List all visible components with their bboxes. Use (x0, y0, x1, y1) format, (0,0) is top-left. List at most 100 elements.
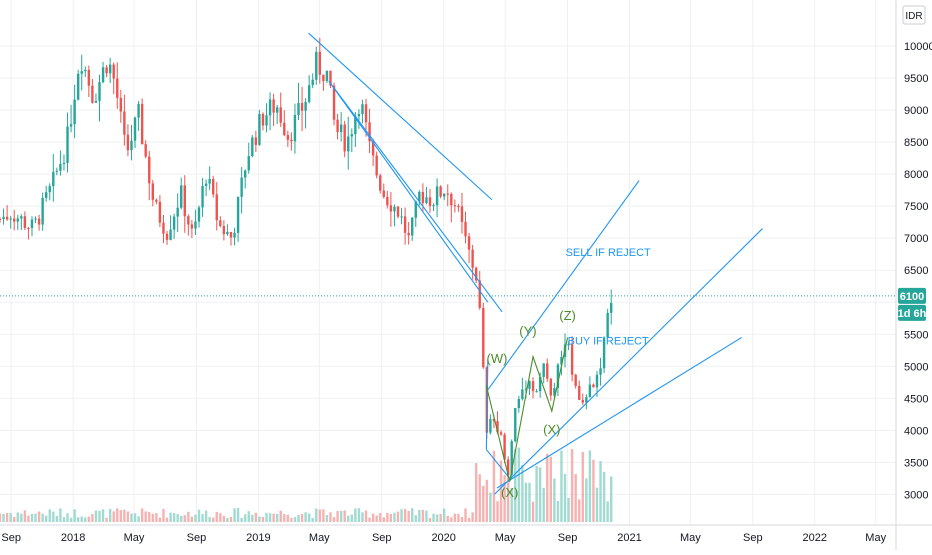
volume-bar (467, 517, 471, 522)
volume-bar (52, 511, 55, 522)
candle-body (307, 85, 311, 102)
volume-bar (240, 517, 243, 522)
x-tick-label: 2020 (431, 532, 455, 544)
volume-bar (37, 511, 41, 522)
volume-bar (368, 517, 371, 522)
candle-body (208, 178, 211, 184)
volume-bar (290, 517, 293, 522)
volume-bar (563, 473, 567, 522)
volume-bar (425, 510, 428, 522)
volume-bar (347, 515, 350, 522)
candle-body (293, 114, 297, 142)
candle-body (553, 388, 556, 396)
candle-body (602, 337, 606, 369)
candle-body (371, 141, 375, 156)
candle-body (226, 231, 229, 235)
wave-path (485, 337, 569, 482)
volume-bars (0, 447, 613, 522)
candle-body (41, 197, 44, 225)
candle-body (91, 85, 94, 103)
volume-bar (91, 513, 94, 522)
candle-body (339, 124, 343, 133)
candle-body (556, 364, 560, 389)
volume-bar (414, 515, 417, 522)
volume-bar (553, 478, 556, 522)
volume-bar (62, 517, 66, 522)
volume-bar (361, 512, 364, 522)
candle-body (243, 170, 247, 178)
candle-body (44, 192, 48, 198)
candle-body (9, 218, 12, 220)
volume-bar (0, 513, 2, 522)
candle-body (332, 85, 336, 120)
volume-bar (119, 510, 123, 522)
volume-bar (226, 517, 229, 522)
candle-body (386, 196, 389, 206)
candle-body (215, 194, 218, 221)
volume-bar (94, 510, 98, 522)
candle-body (94, 100, 98, 103)
candle-body (112, 64, 115, 79)
volume-bar (116, 508, 119, 522)
candle-body (172, 216, 176, 230)
volume-bar (66, 513, 69, 522)
candle-body (219, 220, 222, 227)
candle-body (201, 185, 204, 208)
currency-button[interactable]: IDR (902, 5, 926, 25)
candle-body (581, 399, 584, 403)
x-tick-label: Sep (558, 532, 578, 544)
volume-bar (286, 514, 290, 522)
volume-bar (13, 516, 16, 522)
volume-bar (27, 515, 30, 522)
candle-body (361, 104, 364, 114)
volume-bar (521, 464, 524, 522)
volume-bar (304, 512, 307, 522)
candles (0, 37, 613, 477)
candle-body (585, 397, 588, 403)
trendline (328, 80, 489, 303)
volume-bar (457, 513, 460, 522)
y-tick-label: 5000 (904, 361, 928, 373)
volume-bar (293, 517, 297, 522)
volume-bar (5, 513, 9, 522)
volume-bar (9, 513, 12, 522)
volume-bar (297, 514, 300, 522)
candle-body (400, 216, 403, 218)
annotation-label: (Y) (519, 324, 536, 339)
candle-body (450, 193, 453, 206)
volume-bar (23, 510, 27, 522)
volume-bar (123, 509, 126, 522)
candle-body (300, 103, 304, 111)
volume-bar (180, 515, 183, 522)
trendlines[interactable] (308, 32, 763, 495)
volume-bar (510, 487, 513, 522)
candle-body (375, 155, 378, 176)
candle-body (5, 216, 9, 220)
volume-bar (503, 475, 506, 522)
y-tick-label: 3500 (904, 457, 928, 469)
volume-bar (588, 450, 592, 522)
candle-body (542, 363, 545, 378)
volume-bar (357, 508, 361, 522)
volume-bar (219, 513, 222, 522)
candle-body (446, 193, 449, 195)
trendline (494, 228, 763, 495)
candle-body (34, 218, 37, 220)
candle-body (2, 216, 5, 220)
volume-bar (411, 508, 414, 522)
volume-bar (329, 512, 332, 522)
annotation-label: SELL IF REJECT (566, 247, 651, 259)
candle-body (233, 232, 236, 238)
candle-body (297, 103, 300, 115)
candle-body (183, 185, 186, 217)
volume-bar (471, 512, 474, 522)
volume-bar (194, 514, 197, 522)
y-tick-label: 5500 (904, 329, 928, 341)
volume-bar (339, 510, 343, 522)
candle-body (119, 97, 123, 112)
volume-bar (233, 508, 236, 522)
x-tick-label: May (865, 532, 886, 544)
y-tick-label: 9500 (904, 73, 928, 85)
volume-bar (307, 513, 311, 522)
